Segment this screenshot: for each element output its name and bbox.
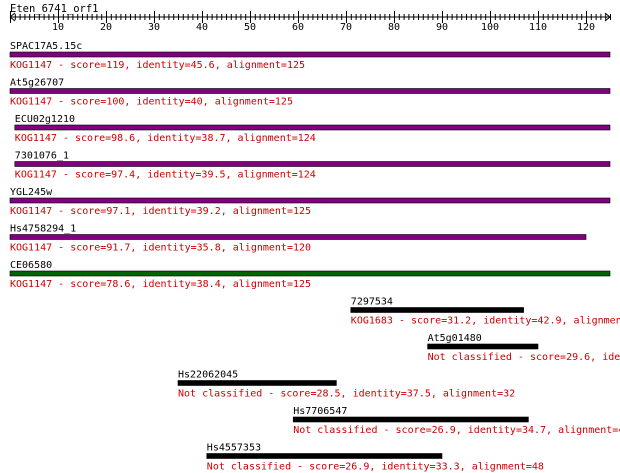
hit-annotation: Not classified - score=26.9, identity=33… [207,462,544,473]
hit-alignment-bar[interactable] [9,270,611,277]
hit-alignment-bar[interactable] [9,88,611,94]
hit-alignment-bar[interactable] [427,343,539,350]
hit-name[interactable]: 7297534 [351,297,393,308]
hit-name[interactable]: Hs7706547 [293,406,347,417]
hit-annotation: KOG1147 - score=78.6, identity=38.4, ali… [10,279,311,290]
hit-name[interactable]: 7301076_1 [15,151,69,162]
ruler-tick-label: 100 [481,22,499,33]
ruler-tick-label: 70 [340,22,352,33]
hit-name[interactable]: At5g26707 [10,78,64,89]
hit-annotation: Not classified - score=28.5, identity=37… [178,389,515,400]
hit-alignment-bar[interactable] [177,380,337,386]
hit-annotation: KOG1147 - score=100, identity=40, alignm… [10,97,293,108]
ruler-tick-label: 20 [100,22,112,33]
hit-row: 7297534 KOG1683 - score=31.2, identity=42… [350,297,620,327]
hit-annotation: KOG1147 - score=98.6, identity=38.7, ali… [15,133,316,144]
hit-row: ECU02g1210 KOG1147 - score=98.6, identity… [14,114,611,144]
hit-name[interactable]: YGL245w [10,187,53,198]
ruler-right-arrow [604,12,611,22]
hit-annotation: KOG1683 - score=31.2, identity=42.9, ali… [351,316,620,327]
hit-annotation: Not classified - score=26.9, identity=34… [293,425,620,436]
query-title: Eten_6741_orf1 [10,3,99,15]
hit-name[interactable]: At5g01480 [428,333,482,344]
hit-row: SPAC17A5.15c KOG1147 - score=119, identit… [9,41,611,71]
ruler-tick-label: 80 [388,22,400,33]
hit-row: At5g01480 Not classified - score=29.6, id… [427,333,620,363]
hit-name[interactable]: ECU02g1210 [15,114,75,125]
ruler-tick-label: 40 [196,22,208,33]
hit-annotation: KOG1147 - score=91.7, identity=35.8, ali… [10,243,311,254]
hit-name[interactable]: SPAC17A5.15c [10,41,82,52]
hit-annotation: KOG1147 - score=97.4, identity=39.5, ali… [15,170,316,181]
hit-list: SPAC17A5.15c KOG1147 - score=119, identit… [9,41,620,473]
hit-alignment-bar[interactable] [14,161,611,167]
ruler-tick-label: 10 [52,22,64,33]
ruler-tick-label: 60 [292,22,304,33]
hit-alignment-bar[interactable] [14,124,611,131]
hit-annotation: Not classified - score=29.6, identity=30… [428,352,620,363]
hit-row: Hs4758294_1 KOG1147 - score=91.7, identit… [9,224,587,254]
hit-row: CE06580 KOG1147 - score=78.6, identity=38… [9,260,611,290]
hit-alignment-bar[interactable] [9,197,611,204]
ruler-tick-label: 90 [436,22,448,33]
hit-row: YGL245w KOG1147 - score=97.1, identity=39… [9,187,611,217]
hit-row: At5g26707 KOG1147 - score=100, identity=4… [9,78,611,108]
hit-name[interactable]: Hs22062045 [178,370,238,381]
hit-alignment-bar[interactable] [9,234,587,240]
hit-name[interactable]: CE06580 [10,260,52,271]
hit-alignment-bar[interactable] [292,416,529,423]
hit-annotation: KOG1147 - score=97.1, identity=39.2, ali… [10,206,311,217]
ruler-left-arrow [9,12,16,22]
ruler-tick-label: 110 [529,22,547,33]
hit-name[interactable]: Hs4557353 [207,443,261,454]
hit-alignment-bar[interactable] [9,51,611,58]
hit-alignment-bar[interactable] [206,453,443,459]
hit-row: Hs7706547 Not classified - score=26.9, id… [292,406,620,436]
hit-name[interactable]: Hs4758294_1 [10,224,76,235]
ruler-tick-label: 30 [148,22,160,33]
hit-row: Hs22062045 Not classified - score=28.5, i… [177,370,515,400]
ruler-tick-label: 120 [577,22,595,33]
position-ruler: 10 20 30 40 50 60 70 80 90 100 110 120 [9,11,611,33]
hit-annotation: KOG1147 - score=119, identity=45.6, alig… [10,60,305,71]
ruler-tick-label: 50 [244,22,256,33]
hit-alignment-bar[interactable] [350,307,524,313]
hit-row: Hs4557353 Not classified - score=26.9, id… [206,443,544,473]
hit-row: 7301076_1 KOG1147 - score=97.4, identity=… [14,151,611,181]
